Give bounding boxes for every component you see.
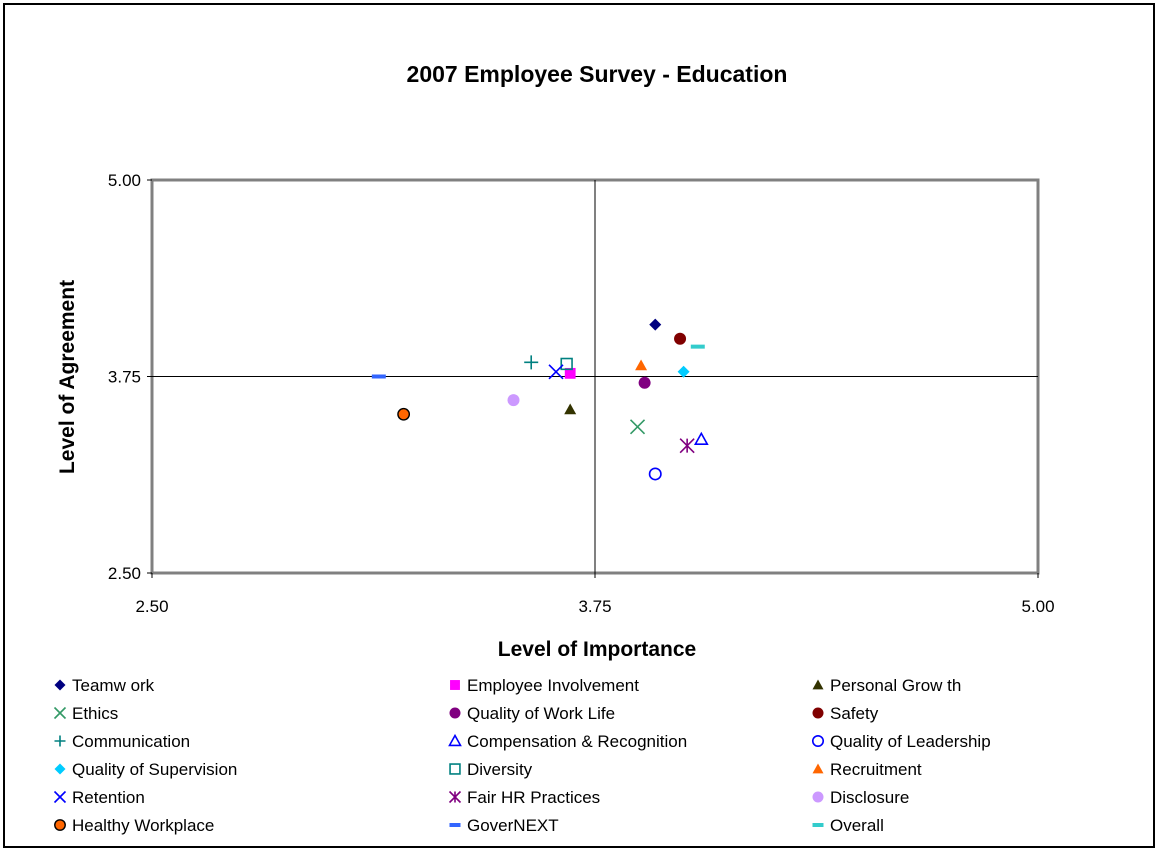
data-point: [649, 318, 662, 331]
data-points: [371, 318, 709, 481]
x-tick-label: 3.75: [578, 597, 611, 616]
legend-label: Fair HR Practices: [467, 788, 600, 807]
legend-marker: [449, 823, 461, 827]
chart-frame: [3, 3, 1155, 848]
legend-label: Safety: [830, 704, 879, 723]
data-point: [564, 367, 576, 379]
y-tick-label: 5.00: [108, 171, 141, 190]
legend-label: Quality of Work Life: [467, 704, 615, 723]
legend: Teamw ork Employee Involvement Personal Gr…: [53, 676, 991, 835]
legend-label: Quality of Supervision: [72, 760, 237, 779]
legend-marker: [812, 707, 824, 719]
legend-marker: [54, 763, 66, 775]
data-point: [679, 438, 695, 454]
y-tick-label: 3.75: [108, 368, 141, 387]
data-point: [371, 374, 386, 379]
data-point: [690, 344, 705, 349]
legend-label: Quality of Leadership: [830, 732, 991, 751]
x-tick-label: 5.00: [1021, 597, 1054, 616]
legend-marker: [448, 733, 462, 747]
data-point: [648, 467, 662, 481]
legend-label: Compensation & Recognition: [467, 732, 687, 751]
legend-label: Teamw ork: [72, 676, 155, 695]
data-point: [693, 431, 709, 445]
data-point: [548, 364, 564, 380]
legend-label: Overall: [830, 816, 884, 835]
legend-label: Personal Grow th: [830, 676, 961, 695]
reference-lines: [152, 180, 1038, 573]
data-point: [397, 407, 411, 421]
data-point: [635, 359, 648, 371]
x-axis-title: Level of Importance: [498, 638, 696, 661]
data-point: [674, 332, 687, 345]
legend-marker: [812, 679, 824, 690]
legend-label: Disclosure: [830, 788, 909, 807]
legend-marker: [54, 679, 66, 691]
legend-label: Ethics: [72, 704, 118, 723]
data-point: [638, 376, 651, 389]
chart-title: 2007 Employee Survey - Education: [407, 61, 788, 87]
legend-marker: [54, 819, 66, 831]
data-point: [560, 357, 573, 371]
y-axis-title: Level of Agreement: [56, 280, 79, 474]
data-point: [564, 403, 577, 415]
legend-marker: [54, 735, 66, 747]
data-point: [524, 355, 539, 370]
axis-ticks: 2.50 3.75 5.00 2.50 3.75 5.00: [108, 171, 1055, 616]
data-point: [507, 394, 520, 407]
legend-marker: [53, 790, 67, 804]
legend-marker: [811, 734, 825, 748]
legend-marker: [449, 707, 461, 719]
legend-marker: [449, 763, 461, 775]
legend-marker: [812, 823, 824, 827]
legend-label: Healthy Workplace: [72, 816, 214, 835]
x-tick-label: 2.50: [135, 597, 168, 616]
data-point: [677, 365, 690, 378]
legend-label: Communication: [72, 732, 190, 751]
legend-label: GoverNEXT: [467, 816, 559, 835]
y-tick-label: 2.50: [108, 564, 141, 583]
legend-marker: [812, 791, 824, 803]
legend-label: Diversity: [467, 760, 533, 779]
legend-label: Recruitment: [830, 760, 922, 779]
legend-marker: [448, 790, 462, 804]
legend-marker: [812, 763, 824, 774]
legend-marker: [53, 706, 67, 720]
legend-marker: [450, 680, 460, 690]
legend-label: Employee Involvement: [467, 676, 639, 695]
legend-label: Retention: [72, 788, 145, 807]
data-point: [629, 419, 646, 435]
